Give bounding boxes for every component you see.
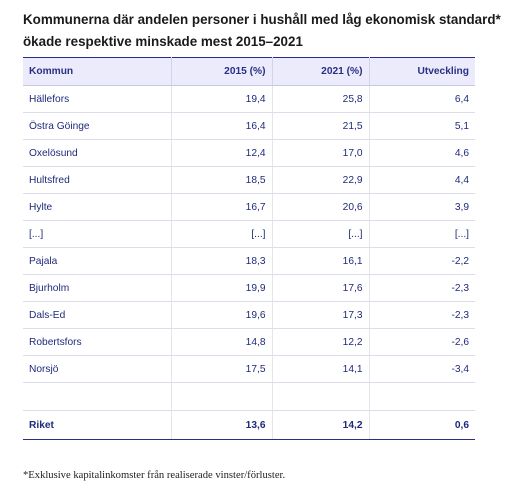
value-2021-cell: 20,6: [272, 193, 370, 221]
table-row: Robertsfors 14,8 12,2 -2,6: [23, 328, 475, 356]
footnote: *Exklusive kapitalinkomster från realise…: [23, 470, 286, 481]
value-2021-cell: 17,6: [272, 274, 370, 302]
value-2015-cell: [171, 382, 273, 411]
kommun-cell: Dals-Ed: [23, 301, 172, 329]
utveckling-cell: 5,1: [369, 112, 475, 140]
kommun-cell: [...]: [23, 220, 172, 248]
utveckling-cell: 3,9: [369, 193, 475, 221]
value-2015-cell: 12,4: [171, 139, 273, 167]
kommun-cell: Oxelösund: [23, 139, 172, 167]
utveckling-cell: -2,6: [369, 328, 475, 356]
table-row: Oxelösund 12,4 17,0 4,6: [23, 139, 475, 167]
utveckling-cell: -3,4: [369, 355, 475, 383]
value-2015-cell: 18,3: [171, 247, 273, 275]
total-row: Riket 13,6 14,2 0,6: [23, 410, 475, 440]
header-row: Kommun 2015 (%) 2021 (%) Utveckling: [23, 57, 475, 86]
column-header-2021: 2021 (%): [272, 57, 370, 86]
value-2015-cell: 19,4: [171, 85, 273, 113]
value-2021-cell: 22,9: [272, 166, 370, 194]
kommun-cell: Hylte: [23, 193, 172, 221]
data-table: Kommun 2015 (%) 2021 (%) Utveckling Häll…: [23, 57, 475, 440]
table-row: Pajala 18,3 16,1 -2,2: [23, 247, 475, 275]
kommun-cell: Hällefors: [23, 85, 172, 113]
utveckling-cell: 4,4: [369, 166, 475, 194]
value-2015-cell: 13,6: [171, 410, 273, 440]
table-row: Hällefors 19,4 25,8 6,4: [23, 85, 475, 113]
utveckling-cell: 4,6: [369, 139, 475, 167]
value-2021-cell: 21,5: [272, 112, 370, 140]
table-row: Dals-Ed 19,6 17,3 -2,3: [23, 301, 475, 329]
table-row: [...] [...] [...] [...]: [23, 220, 475, 248]
kommun-cell: Robertsfors: [23, 328, 172, 356]
kommun-cell: Bjurholm: [23, 274, 172, 302]
kommun-cell: Pajala: [23, 247, 172, 275]
column-header-kommun: Kommun: [23, 57, 172, 86]
kommun-cell: Norsjö: [23, 355, 172, 383]
table-row: Östra Göinge 16,4 21,5 5,1: [23, 112, 475, 140]
utveckling-cell: 6,4: [369, 85, 475, 113]
value-2015-cell: 19,9: [171, 274, 273, 302]
utveckling-cell: [369, 382, 475, 411]
value-2015-cell: 16,7: [171, 193, 273, 221]
kommun-cell: Hultsfred: [23, 166, 172, 194]
value-2015-cell: 19,6: [171, 301, 273, 329]
column-header-utveckling: Utveckling: [369, 57, 475, 86]
value-2015-cell: 14,8: [171, 328, 273, 356]
value-2021-cell: 12,2: [272, 328, 370, 356]
table-row: Norsjö 17,5 14,1 -3,4: [23, 355, 475, 383]
value-2021-cell: 25,8: [272, 85, 370, 113]
utveckling-cell: [...]: [369, 220, 475, 248]
kommun-cell: Östra Göinge: [23, 112, 172, 140]
empty-row: [23, 382, 475, 411]
kommun-cell: Riket: [23, 410, 172, 440]
value-2015-cell: 17,5: [171, 355, 273, 383]
value-2021-cell: 14,1: [272, 355, 370, 383]
value-2015-cell: 18,5: [171, 166, 273, 194]
table-title: Kommunerna där andelen personer i hushål…: [23, 12, 501, 49]
table-row: Bjurholm 19,9 17,6 -2,3: [23, 274, 475, 302]
value-2021-cell: 17,3: [272, 301, 370, 329]
value-2015-cell: 16,4: [171, 112, 273, 140]
value-2021-cell: 17,0: [272, 139, 370, 167]
utveckling-cell: 0,6: [369, 410, 475, 440]
value-2015-cell: [...]: [171, 220, 273, 248]
utveckling-cell: -2,3: [369, 274, 475, 302]
value-2021-cell: [272, 382, 370, 411]
value-2021-cell: 14,2: [272, 410, 370, 440]
kommun-cell: [23, 382, 172, 411]
table-row: Hultsfred 18,5 22,9 4,4: [23, 166, 475, 194]
table-row: Hylte 16,7 20,6 3,9: [23, 193, 475, 221]
value-2021-cell: [...]: [272, 220, 370, 248]
utveckling-cell: -2,3: [369, 301, 475, 329]
column-header-2015: 2015 (%): [171, 57, 273, 86]
value-2021-cell: 16,1: [272, 247, 370, 275]
utveckling-cell: -2,2: [369, 247, 475, 275]
